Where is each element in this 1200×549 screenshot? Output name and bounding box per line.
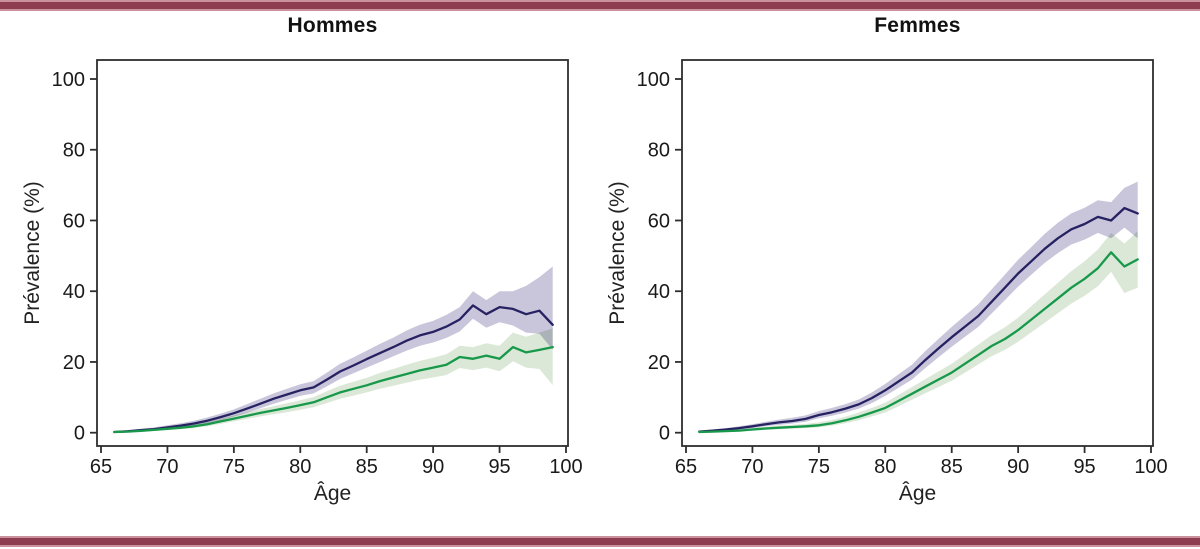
x-tick-label: 70 bbox=[741, 456, 763, 478]
courbe-verte bbox=[698, 251, 1139, 434]
courbe-bleu-fonce-bande-confiance bbox=[699, 181, 1138, 432]
y-tick-label: 40 bbox=[648, 281, 670, 303]
bottom-border-bar bbox=[0, 536, 1200, 547]
y-tick-label: 0 bbox=[74, 423, 85, 445]
x-axis-label-femmes: Âge bbox=[898, 482, 937, 505]
y-tick-label: 20 bbox=[648, 352, 670, 374]
courbe-verte-bande-confiance bbox=[699, 231, 1138, 433]
x-tick-label: 100 bbox=[1134, 456, 1167, 478]
x-tick-label: 65 bbox=[90, 456, 112, 478]
courbe-bleu-fonce bbox=[113, 304, 554, 434]
x-tick-label: 95 bbox=[1073, 456, 1095, 478]
top-border-bar bbox=[0, 0, 1200, 11]
x-tick-label: 95 bbox=[488, 456, 510, 478]
x-tick-label: 80 bbox=[874, 456, 896, 478]
y-tick-label: 100 bbox=[637, 69, 670, 91]
panel-title-femmes: Femmes bbox=[874, 14, 961, 37]
panel-hommes: 65 70 75 80 85 90 95 100 0 20 40 60 80 100 bbox=[52, 59, 583, 478]
x-tick-label: 75 bbox=[808, 456, 830, 478]
y-tick-label: 40 bbox=[63, 281, 85, 303]
x-axis-label-hommes: Âge bbox=[313, 482, 352, 505]
x-tick-label: 70 bbox=[156, 456, 178, 478]
courbe-bleu-fonce bbox=[698, 206, 1139, 433]
x-tick-label: 90 bbox=[422, 456, 444, 478]
x-tick-label: 85 bbox=[941, 456, 963, 478]
x-tick-label: 65 bbox=[675, 456, 697, 478]
y-tick-label: 0 bbox=[659, 423, 670, 445]
courbe-verte-bande-confiance bbox=[114, 328, 553, 433]
plot-frame bbox=[681, 59, 1154, 447]
y-tick-label: 60 bbox=[648, 210, 670, 232]
courbe-verte bbox=[113, 345, 554, 434]
y-tick-label: 20 bbox=[63, 352, 85, 374]
x-tick-label: 100 bbox=[549, 456, 582, 478]
x-tick-label: 85 bbox=[356, 456, 378, 478]
x-tick-label: 90 bbox=[1007, 456, 1029, 478]
x-tick-label: 75 bbox=[223, 456, 245, 478]
y-tick-label: 80 bbox=[63, 140, 85, 162]
plot-frame bbox=[96, 59, 569, 447]
x-tick-label: 80 bbox=[289, 456, 311, 478]
panel-femmes: 65 70 75 80 85 90 95 100 0 20 40 60 80 100 bbox=[637, 59, 1168, 478]
y-tick-label: 60 bbox=[63, 210, 85, 232]
y-tick-label: 80 bbox=[648, 140, 670, 162]
y-tick-label: 100 bbox=[52, 69, 85, 91]
panel-title-hommes: Hommes bbox=[287, 14, 378, 37]
